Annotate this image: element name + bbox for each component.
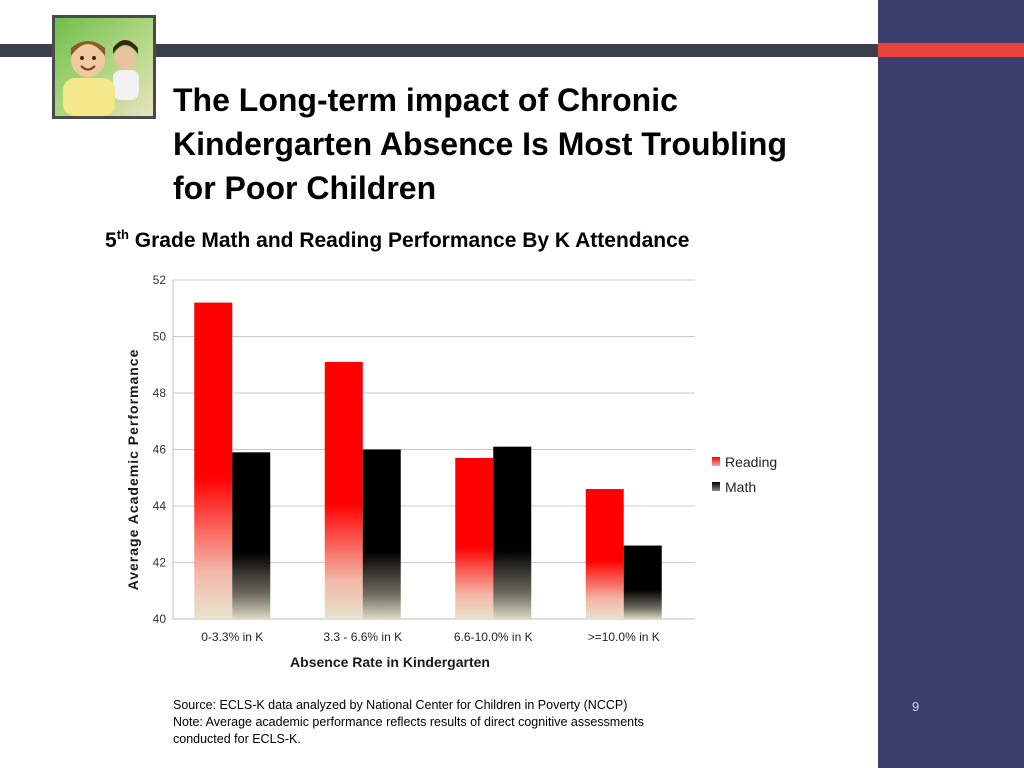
bar-math: [232, 452, 271, 619]
y-tick-label: 40: [153, 612, 167, 626]
chart-title-superscript: th: [116, 227, 129, 242]
y-tick-label: 50: [153, 330, 167, 344]
bar-reading: [455, 457, 494, 619]
bar-chart-svg: 40 42 44 46 48 50 52 0-3.3% in K 3.3 - 6.6% in K…: [125, 273, 777, 670]
bar-math: [623, 545, 662, 619]
source-note: Source: ECLS-K data analyzed by National…: [173, 697, 733, 748]
slide-title: The Long-term impact of Chronic Kinderga…: [173, 82, 787, 206]
bar-reading: [194, 302, 233, 619]
legend-label-reading: Reading: [725, 454, 777, 470]
y-tick-label: 44: [153, 499, 167, 513]
y-tick-label: 48: [153, 386, 167, 400]
chart-title-main: 5: [105, 229, 117, 252]
x-axis-title: Absence Rate in Kindergarten: [290, 654, 490, 670]
chart-title: 5th Grade Math and Reading Performance B…: [105, 227, 690, 253]
sidebar-panel: [878, 0, 1024, 768]
legend-swatch-reading: [712, 457, 720, 466]
note-line-continued: conducted for ECLS-K.: [173, 732, 301, 746]
bar-chart: 40 42 44 46 48 50 52 0-3.3% in K 3.3 - 6.6% in K…: [125, 273, 777, 670]
bar-math: [362, 449, 401, 619]
bar-math: [493, 446, 532, 619]
legend-swatch-math: [712, 482, 720, 491]
x-tick-label: 3.3 - 6.6% in K: [323, 630, 402, 644]
y-tick-label: 46: [153, 443, 167, 457]
x-tick-label: 0-3.3% in K: [201, 630, 263, 644]
note-line: Note: Average academic performance refle…: [173, 715, 644, 729]
accent-stripe: [878, 43, 1024, 57]
bar-reading: [585, 489, 624, 619]
bar-reading: [324, 361, 363, 619]
legend-label-math: Math: [725, 479, 756, 495]
students-classroom-photo: [52, 15, 156, 119]
y-tick-label: 42: [153, 556, 167, 570]
y-tick-label: 52: [153, 273, 167, 287]
x-tick-label: 6.6-10.0% in K: [454, 630, 533, 644]
source-line: Source: ECLS-K data analyzed by National…: [173, 698, 628, 712]
header-bar: [0, 44, 878, 57]
chart-title-rest: Grade Math and Reading Performance By K …: [128, 229, 690, 252]
y-axis-title: Average Academic Performance: [125, 349, 141, 591]
page-number: 9: [912, 699, 920, 714]
x-tick-label: >=10.0% in K: [588, 630, 660, 644]
